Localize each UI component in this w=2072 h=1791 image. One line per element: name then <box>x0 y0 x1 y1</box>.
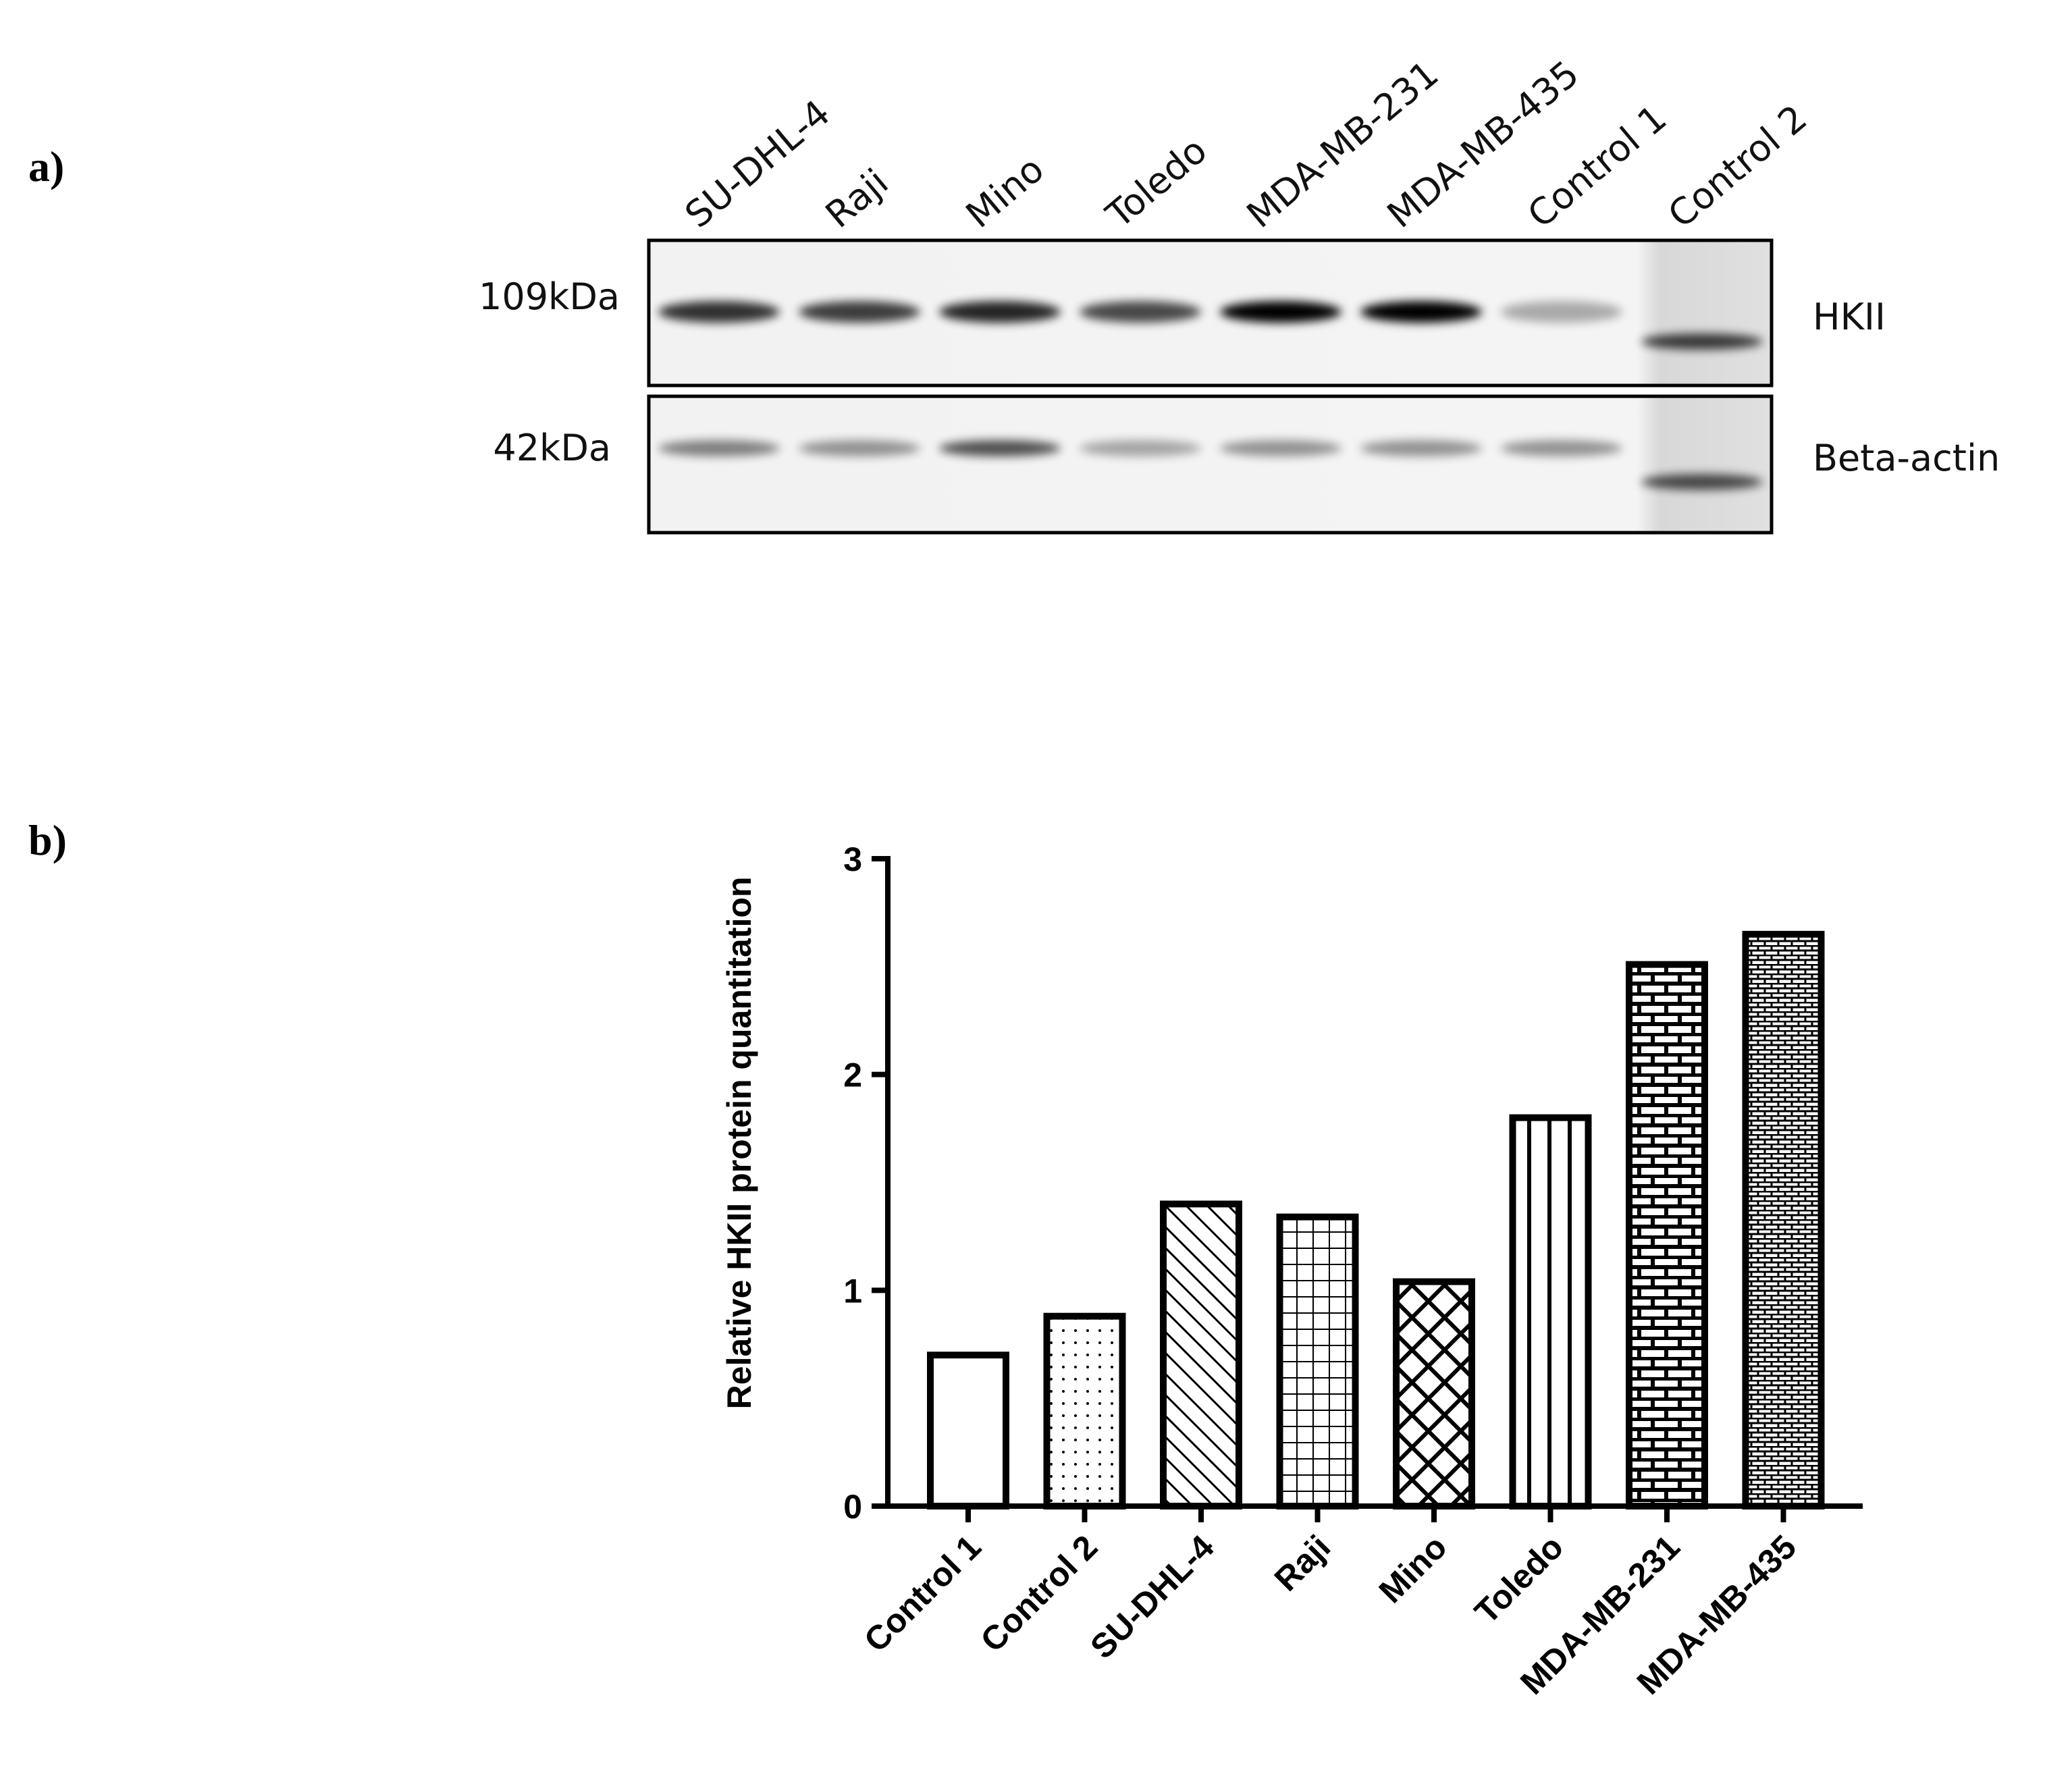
bar <box>1742 930 1825 1509</box>
band <box>658 301 780 323</box>
band <box>799 440 920 456</box>
y-axis-title: Relative HKII protein quantitation <box>720 877 758 1410</box>
blot-frame <box>647 394 1774 535</box>
western-blot <box>649 240 1772 533</box>
panel-label: b) <box>28 816 67 864</box>
band <box>1220 440 1342 456</box>
marker-label: 109kDa <box>479 275 620 318</box>
protein-label: Beta-actin <box>1813 437 2000 479</box>
band <box>1641 474 1763 490</box>
bar <box>927 1352 1009 1509</box>
y-tick-label: 1 <box>843 1272 862 1310</box>
band <box>799 301 920 323</box>
bar <box>1043 1312 1126 1510</box>
lane-label: Toledo <box>1098 129 1215 237</box>
band <box>939 440 1061 456</box>
y-tick-label: 0 <box>843 1488 862 1526</box>
x-tick-label: Toledo <box>1467 1528 1570 1631</box>
y-tick-label: 2 <box>843 1057 862 1094</box>
band <box>1360 301 1482 323</box>
band <box>1641 333 1763 350</box>
x-tick-label: Control 1 <box>857 1528 988 1659</box>
x-tick-label: SU-DHL-4 <box>1083 1528 1221 1666</box>
marker-label: 42kDa <box>493 427 611 469</box>
bar <box>1393 1278 1475 1509</box>
band <box>658 440 780 456</box>
band <box>1501 440 1622 456</box>
band <box>1080 301 1201 323</box>
band <box>1220 301 1342 323</box>
x-tick-label: Mino <box>1372 1528 1454 1610</box>
bar <box>1160 1200 1242 1509</box>
bar <box>1509 1114 1592 1509</box>
panel-label: a) <box>28 142 64 190</box>
lane-label: Mino <box>958 148 1052 236</box>
band <box>1360 440 1482 456</box>
lane-label: Raji <box>818 161 897 236</box>
y-tick-label: 3 <box>843 840 862 878</box>
lane-label: SU-DHL-4 <box>677 92 838 236</box>
bar <box>1626 961 1708 1510</box>
blot-frame <box>647 238 1774 387</box>
x-tick-label: Raji <box>1267 1528 1337 1598</box>
blot-strip <box>649 396 1772 533</box>
band <box>1080 440 1201 456</box>
band <box>1501 301 1622 323</box>
band <box>939 301 1061 323</box>
protein-label: HKII <box>1813 296 1886 338</box>
lane-label: Control 2 <box>1660 97 1815 236</box>
bar <box>1276 1213 1359 1509</box>
